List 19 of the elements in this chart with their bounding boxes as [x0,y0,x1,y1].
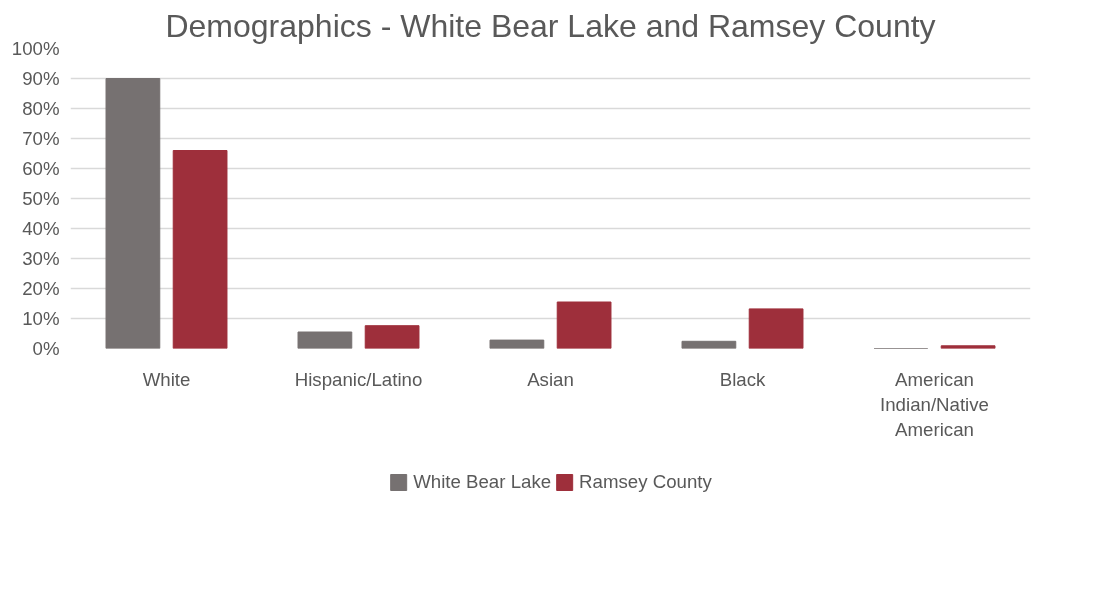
legend-label: Ramsey County [579,471,712,493]
y-tick-label: 80% [22,98,60,119]
y-tick-label: 90% [22,68,60,89]
x-tick-label: White [142,368,191,390]
chart-title: Demographics - White Bear Lake and Ramsey County [165,7,936,44]
y-tick-label: 60% [22,158,60,179]
y-tick-label: 20% [22,278,60,299]
y-tick-label: 70% [22,128,60,149]
legend-label: White Bear Lake [413,471,552,493]
x-tick-label: Hispanic/Latino [294,368,423,390]
y-tick-label: 30% [22,248,60,269]
x-tick-label: American Indian/Native American [880,368,989,440]
x-tick-label: Black [719,368,766,390]
y-tick-label: 40% [22,218,60,239]
y-tick-label: 50% [22,188,60,209]
x-tick-label: Asian [527,368,574,390]
y-tick-label: 10% [22,308,60,329]
y-tick-label: 100% [11,38,60,59]
y-tick-label: 0% [32,338,60,359]
